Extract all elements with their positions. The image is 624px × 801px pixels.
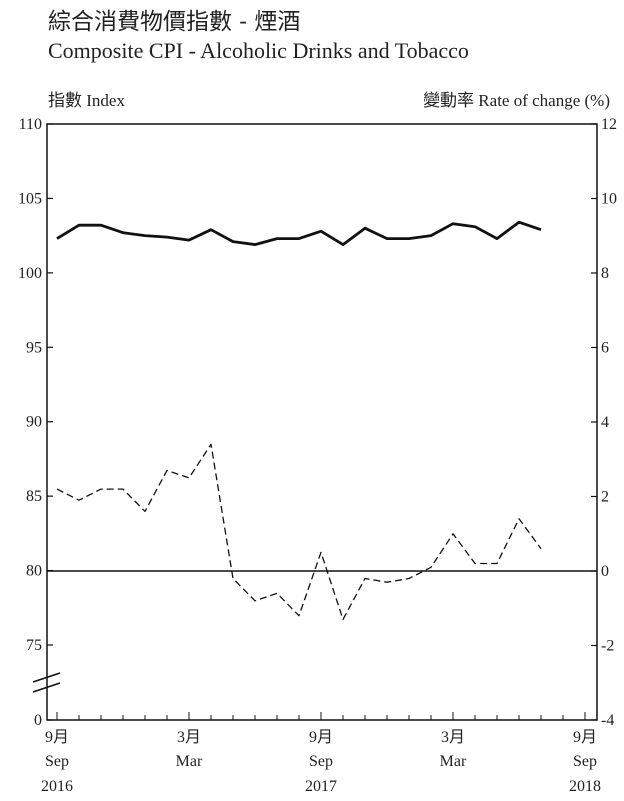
- left-tick-label: 85: [26, 488, 42, 505]
- right-tick-label: -4: [601, 712, 614, 729]
- right-tick-label: 4: [601, 414, 609, 431]
- x-tick-label-year: 2016: [41, 778, 73, 795]
- right-tick-label: 6: [601, 340, 609, 357]
- x-tick-label-year: 2018: [569, 778, 601, 795]
- x-tick-label-month-en: Mar: [176, 753, 203, 770]
- left-tick-label: 105: [18, 190, 42, 207]
- x-tick-label-month-en: Sep: [45, 753, 69, 770]
- left-tick-label: 95: [26, 339, 42, 356]
- x-tick-label-month-en: Sep: [309, 753, 333, 770]
- left-axis-label: 指數 Index: [48, 91, 125, 110]
- right-tick-label: -2: [601, 638, 614, 655]
- chart-title-english: Composite CPI - Alcoholic Drinks and Tob…: [48, 38, 469, 63]
- x-tick-label-month-zh: 9月: [309, 729, 333, 746]
- x-tick-label-month-en: Mar: [440, 753, 467, 770]
- axis-break-mark: [32, 682, 61, 693]
- left-tick-label: 90: [26, 414, 42, 431]
- right-tick-label: 0: [601, 563, 609, 580]
- x-tick-label-month-zh: 9月: [45, 729, 69, 746]
- x-tick-label-month-en: Sep: [573, 753, 597, 770]
- right-tick-label: 2: [601, 489, 609, 506]
- axis-break-mark: [32, 672, 61, 683]
- x-tick-label-month-zh: 3月: [177, 729, 201, 746]
- left-tick-label: 100: [18, 265, 42, 282]
- rate-of-change-series-line: [56, 443, 542, 621]
- left-tick-label: 75: [26, 637, 42, 654]
- plot-frame: [46, 123, 598, 721]
- right-tick-label: 8: [601, 265, 609, 282]
- x-tick-label-year: 2017: [305, 778, 337, 795]
- index-series-line: [56, 220, 542, 247]
- left-tick-label: 110: [19, 116, 42, 133]
- chart-title-chinese: 綜合消費物價指數 - 煙酒: [48, 9, 301, 35]
- x-tick-label-month-zh: 3月: [441, 729, 465, 746]
- right-axis-label: 變動率 Rate of change (%): [423, 91, 610, 110]
- left-tick-label: 80: [26, 563, 42, 580]
- x-tick-label-month-zh: 9月: [573, 729, 597, 746]
- right-tick-label: 12: [601, 116, 617, 133]
- left-tick-label: 0: [34, 712, 42, 729]
- right-tick-label: 10: [601, 191, 617, 208]
